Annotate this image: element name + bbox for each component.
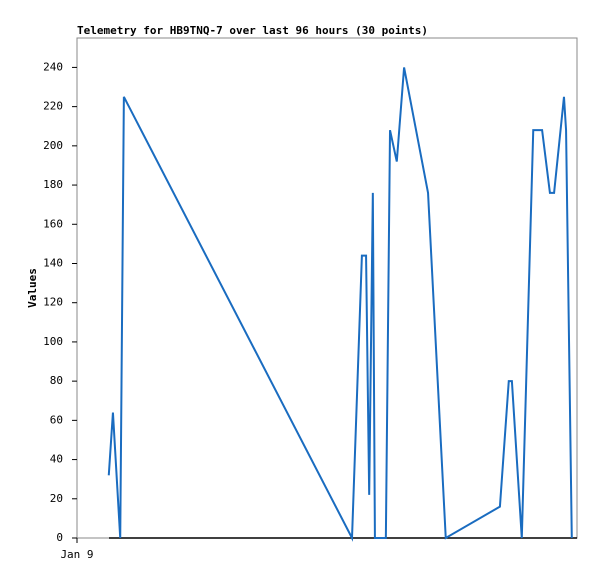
y-tick-label: 60 [50,413,63,426]
y-tick-label: 100 [43,335,63,348]
chart-title: Telemetry for HB9TNQ-7 over last 96 hour… [77,24,428,37]
y-tick-label: 140 [43,256,63,269]
y-tick-label: 120 [43,296,63,309]
y-axis-label: Values [26,268,39,308]
y-tick-label: 80 [50,374,63,387]
y-tick-label: 180 [43,178,63,191]
y-tick-label: 240 [43,60,63,73]
y-tick-label: 200 [43,139,63,152]
y-tick-label: 0 [56,531,63,544]
y-tick-label: 220 [43,100,63,113]
y-tick-label: 40 [50,453,63,466]
y-tick-label: 20 [50,492,63,505]
y-tick-label: 160 [43,217,63,230]
x-tick-label: Jan 9 [60,548,93,561]
line-series [107,67,573,542]
